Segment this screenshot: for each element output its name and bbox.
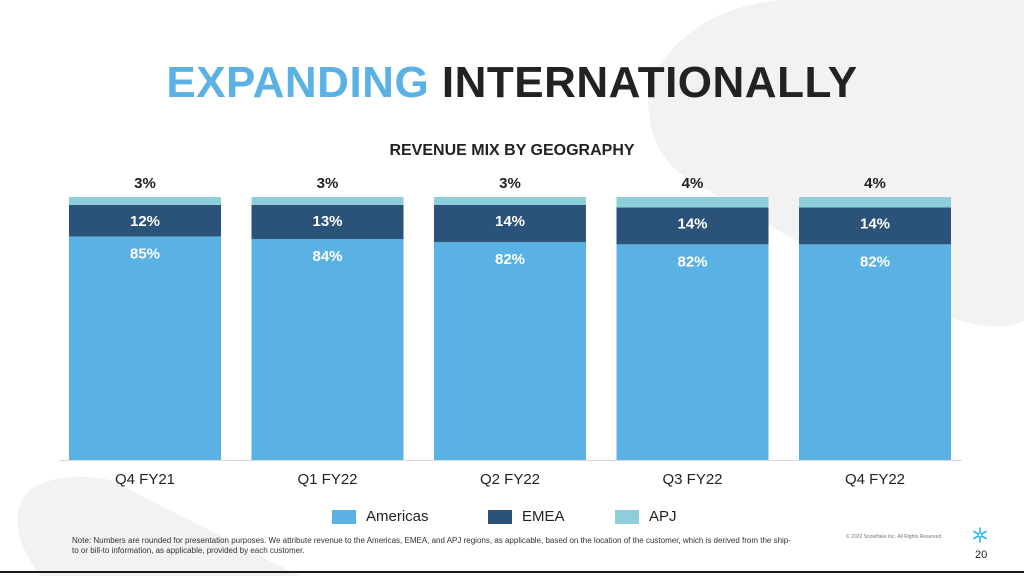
bar-emea-2 — [434, 204, 586, 243]
page-number: 20 — [975, 549, 988, 561]
data-label-apj-2: 3% — [499, 175, 521, 192]
revenue-mix-chart: 85% 12% 3% Q4 FY21 84% 13% 3% Q1 FY22 82% 14% 3% Q2… — [60, 175, 962, 488]
bar-emea-4 — [799, 207, 951, 245]
legend-item-apj: APJ — [615, 508, 677, 525]
data-label-americas-1: 84% — [312, 248, 342, 265]
slide-title: EXPANDING INTERNATIONALLY — [0, 58, 1024, 108]
legend-label-apj: APJ — [649, 508, 677, 525]
bar-americas-2 — [434, 242, 586, 460]
data-label-emea-4: 14% — [860, 216, 890, 233]
bar-apj-4 — [799, 197, 951, 208]
data-label-apj-0: 3% — [134, 175, 156, 192]
chart-legend: Americas EMEA APJ — [0, 508, 1024, 530]
background-shape-bottom-left — [17, 476, 301, 576]
bar-apj-0 — [69, 197, 221, 205]
legend-label-emea: EMEA — [522, 508, 565, 525]
bar-americas-1 — [251, 239, 404, 460]
slide-title-rest: INTERNATIONALLY — [441, 58, 858, 107]
x-tick-label-3: Q3 FY22 — [662, 471, 722, 488]
legend-swatch-americas — [332, 509, 356, 524]
bar-emea-0 — [69, 204, 221, 237]
snowflake-logo-icon — [973, 527, 987, 543]
x-tick-label-4: Q4 FY22 — [845, 471, 905, 488]
data-label-emea-3: 14% — [677, 216, 707, 233]
x-tick-label-0: Q4 FY21 — [115, 471, 175, 488]
chart-title: REVENUE MIX BY GEOGRAPHY — [389, 142, 635, 159]
bar-apj-1 — [251, 197, 404, 205]
legend-label-americas: Americas — [366, 508, 429, 525]
data-label-americas-2: 82% — [495, 251, 525, 268]
bar-emea-3 — [616, 207, 769, 245]
data-label-apj-1: 3% — [317, 175, 339, 192]
data-label-americas-3: 82% — [677, 253, 707, 270]
legend-item-americas: Americas — [332, 508, 429, 525]
legend-item-emea: EMEA — [488, 508, 565, 525]
legend-swatch-emea — [488, 509, 512, 524]
data-label-americas-0: 85% — [130, 245, 160, 262]
bottom-rule — [0, 571, 1024, 573]
copyright: © 2022 Snowflake Inc. All Rights Reserve… — [846, 534, 943, 540]
bar-emea-1 — [251, 204, 404, 240]
data-label-apj-4: 4% — [864, 175, 886, 192]
data-label-emea-1: 13% — [312, 213, 342, 230]
data-label-americas-4: 82% — [860, 253, 890, 270]
footnote: Note: Numbers are rounded for presentati… — [72, 536, 791, 555]
data-label-emea-2: 14% — [495, 213, 525, 230]
legend-swatch-apj — [615, 509, 639, 524]
x-tick-label-1: Q1 FY22 — [297, 471, 357, 488]
data-label-emea-0: 12% — [130, 213, 160, 230]
slide-title-accent: EXPANDING — [166, 58, 430, 107]
data-label-apj-3: 4% — [682, 175, 704, 192]
bar-americas-3 — [616, 244, 769, 460]
bar-americas-0 — [69, 236, 221, 460]
bar-apj-3 — [616, 197, 769, 208]
bar-americas-4 — [799, 244, 951, 460]
bar-apj-2 — [434, 197, 586, 205]
x-tick-label-2: Q2 FY22 — [480, 471, 540, 488]
